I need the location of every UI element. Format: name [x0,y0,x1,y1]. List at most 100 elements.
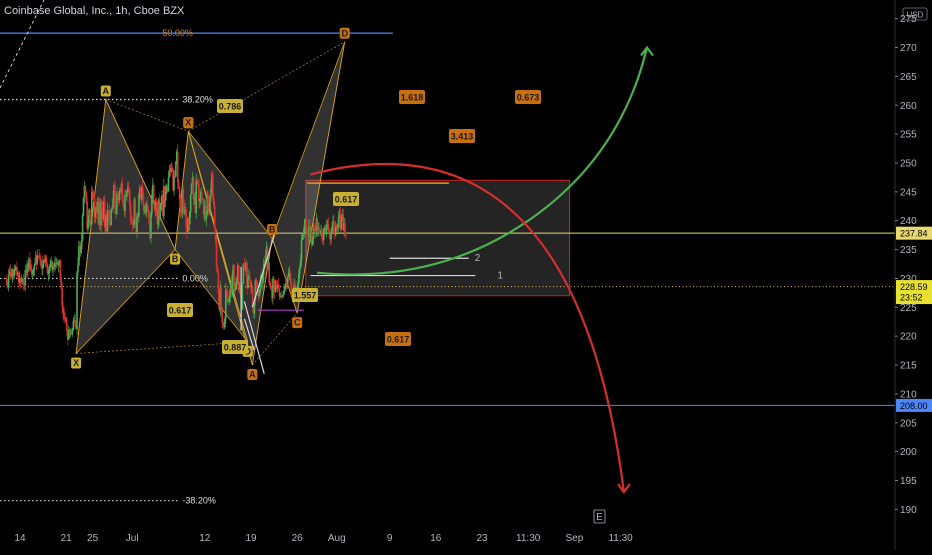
candle-body [111,207,113,210]
candle-body [61,289,64,307]
pattern-point-box [247,369,258,381]
candle-body [53,266,55,268]
candle-body [42,259,45,264]
candle-body [21,278,24,281]
candle-body [91,191,93,224]
candle-body [108,210,111,223]
candle-body [30,263,32,271]
candle-body [42,263,44,269]
candle-body [285,283,287,288]
candle-body [342,213,344,231]
bullish-projection-curve [316,47,649,276]
candle-body [275,285,278,289]
candle-body [246,263,248,289]
candle-body [78,246,81,253]
candle-body [226,292,229,302]
candle-body [328,230,331,235]
currency-badge[interactable]: USD [902,7,928,21]
candle-body [104,217,107,228]
ratio-tag: 1.557 [292,288,318,302]
candle-body [231,274,234,294]
candle-body [56,262,59,266]
candle-body [318,227,320,232]
candle-body [11,269,14,277]
price-axis[interactable]: 190 195 200 205 210 215 220 225 230 235 240 245 250 2… [894,0,932,550]
candle-body [87,221,89,230]
candle-body [238,287,241,290]
candle-body [124,194,126,211]
harmonic-path [187,41,346,366]
candle-body [203,205,206,216]
candle-body [331,226,333,232]
candle-body [55,262,58,265]
candle-body [117,197,120,201]
candle-body [6,278,8,285]
candle-body [273,278,275,282]
candle-body [95,207,98,213]
candle-body [211,174,213,189]
candle-body [337,217,340,228]
candle-body [210,188,212,196]
candle-body [305,218,307,231]
candle-body [151,194,153,214]
candle-body [259,288,261,294]
candle-body [302,232,305,236]
candle-body [265,246,268,256]
candle-body [251,286,254,306]
candle-body [234,288,236,291]
candle-body [224,289,227,319]
candle-body [310,233,313,246]
time-tick-label: 23 [476,533,488,544]
candle-body [25,269,28,273]
candle-body [168,169,171,178]
ratio-tag: 1.618 [399,90,425,104]
time-axis[interactable]: 14 21 25 Jul 12 19 26 Aug 9 16 23 11:30 Sep 11:30 [14,533,633,544]
candle-body [26,263,28,273]
candle-body [137,216,139,218]
time-tick-label: Aug [328,533,346,544]
candle-body [59,260,62,281]
candle-body [96,202,99,213]
candle-body [204,205,207,220]
pattern-point-box [71,357,82,369]
candle-body [298,267,301,275]
candle-body [322,228,325,240]
candle-body [58,260,61,264]
candle-body [155,202,158,215]
candle-body [63,313,65,318]
candle-body [158,199,161,220]
ratio-tag-box [333,192,359,206]
candle-body [141,187,144,195]
candle-body [103,201,106,228]
candle-body [208,210,210,212]
candle-body [89,209,91,225]
candle-body [282,294,284,297]
event-marker[interactable]: E [593,509,606,524]
ratio-tag-box [217,99,243,113]
candle-body [193,196,196,200]
candle-body [267,263,270,269]
ratio-tag-label: 0.786 [219,102,242,112]
candle-body [8,271,11,276]
candle-body [176,151,179,182]
price-tick-label: 235 [900,245,917,256]
candle-body [185,209,187,228]
candle-body [44,257,47,263]
candle-body [258,293,260,296]
time-tick-label: 16 [430,533,442,544]
candle-body [194,196,197,213]
candle-body [50,260,52,266]
candle-body [176,151,178,162]
candle-body [159,209,161,220]
candle-body [299,260,302,268]
candle-body [326,223,329,225]
candle-body [101,201,103,211]
candle-body [140,187,143,200]
candle-body [131,223,134,225]
candle-body [205,214,208,220]
candle-body [307,232,309,237]
candle-body [177,181,180,188]
candle-body [77,264,79,273]
